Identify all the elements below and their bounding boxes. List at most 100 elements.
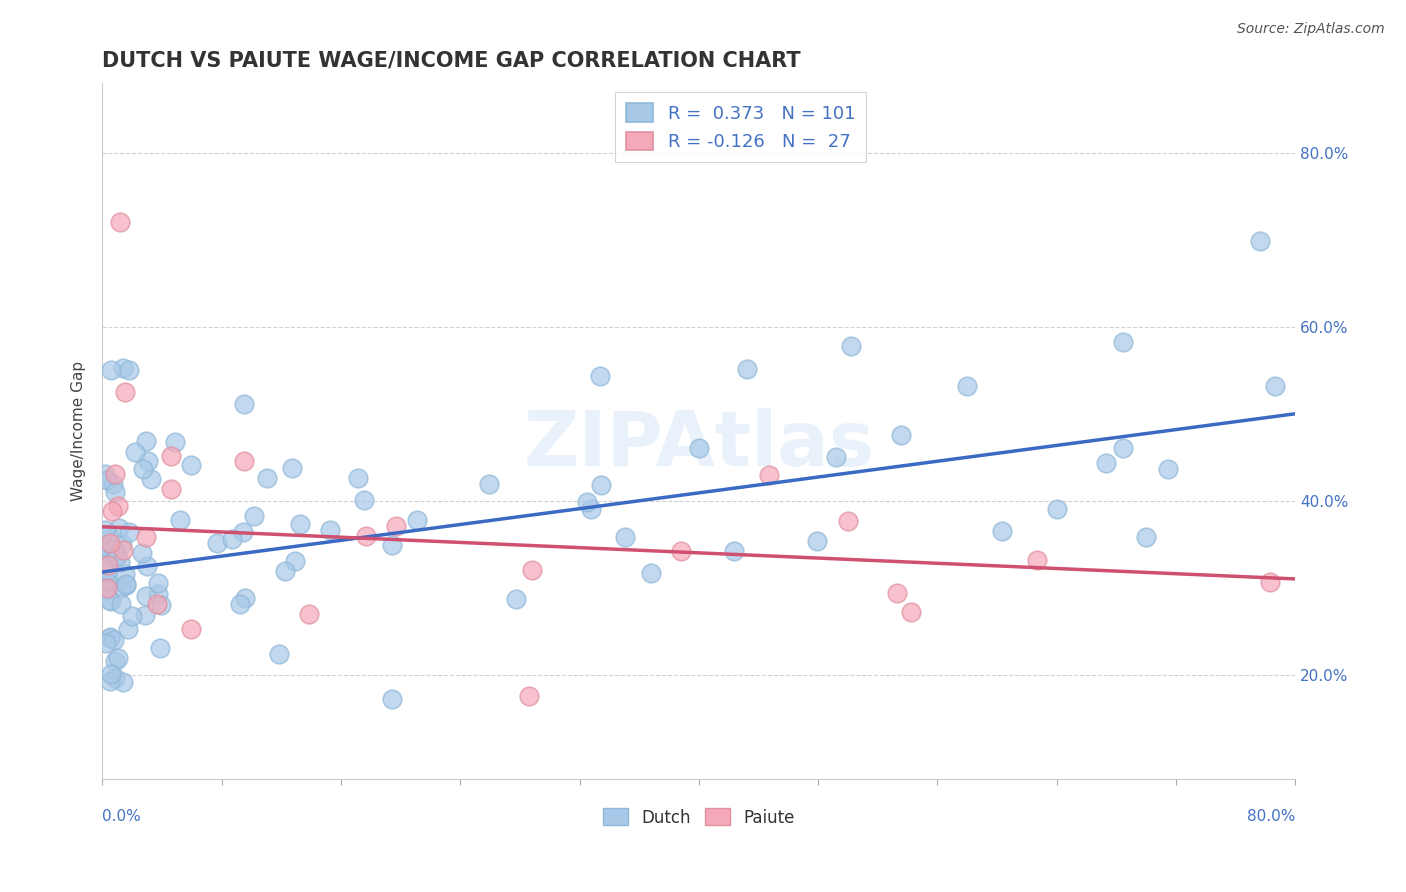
Point (723, 544, 745, 558)
Point (384, 518, 406, 533)
Point (886, 586, 908, 600)
Point (97, 527, 120, 541)
Point (1135, 530, 1157, 544)
Point (103, 632, 125, 647)
Point (180, 622, 202, 636)
Point (169, 513, 191, 527)
Point (256, 471, 278, 485)
Point (115, 577, 138, 591)
Legend: Dutch, Paiute: Dutch, Paiute (596, 802, 801, 833)
Point (478, 477, 501, 491)
Point (346, 471, 368, 485)
Point (737, 361, 759, 376)
Point (114, 385, 136, 400)
Point (165, 434, 187, 449)
Point (93, 523, 115, 537)
Point (112, 542, 135, 557)
Point (837, 514, 859, 528)
Point (180, 458, 202, 472)
Point (205, 536, 228, 550)
Point (96, 543, 118, 558)
Point (1025, 552, 1047, 566)
Point (111, 537, 134, 551)
Point (98, 630, 121, 644)
Point (381, 691, 404, 706)
Point (134, 607, 156, 622)
Point (159, 482, 181, 496)
Point (589, 478, 612, 492)
Point (94, 582, 117, 597)
Point (589, 369, 612, 384)
Point (159, 450, 181, 464)
Point (232, 525, 254, 540)
Point (505, 591, 527, 606)
Point (1046, 501, 1069, 516)
Point (956, 379, 979, 393)
Point (104, 655, 127, 669)
Point (100, 594, 122, 608)
Point (135, 434, 157, 449)
Point (288, 517, 311, 532)
Point (221, 533, 243, 547)
Point (640, 566, 662, 580)
Point (135, 559, 157, 574)
Text: DUTCH VS PAIUTE WAGE/INCOME GAP CORRELATION CHART: DUTCH VS PAIUTE WAGE/INCOME GAP CORRELAT… (103, 51, 801, 70)
Point (94, 635, 117, 649)
Point (1249, 234, 1271, 248)
Point (118, 362, 141, 376)
Point (1264, 379, 1286, 393)
Point (900, 605, 922, 619)
Point (115, 578, 138, 592)
Point (114, 567, 136, 582)
Point (93, 467, 115, 482)
Point (1157, 462, 1180, 476)
Point (110, 597, 132, 611)
Point (579, 502, 602, 516)
Point (890, 428, 912, 442)
Point (825, 450, 848, 464)
Point (233, 397, 256, 411)
Point (613, 530, 636, 544)
Point (1111, 335, 1133, 350)
Point (758, 467, 780, 482)
Point (267, 647, 290, 661)
Point (1094, 456, 1116, 470)
Point (96, 473, 118, 487)
Point (124, 445, 146, 459)
Point (104, 484, 127, 499)
Point (284, 554, 307, 568)
Point (105, 549, 128, 564)
Y-axis label: Wage/Income Gap: Wage/Income Gap (72, 361, 86, 501)
Point (131, 546, 153, 560)
Point (117, 623, 139, 637)
Point (98, 542, 121, 557)
Point (380, 538, 402, 552)
Point (96, 574, 118, 589)
Point (233, 454, 256, 468)
Point (108, 215, 131, 229)
Point (107, 651, 129, 665)
Point (522, 563, 544, 577)
Point (100, 666, 122, 681)
Point (98, 549, 121, 564)
Point (806, 534, 828, 549)
Point (146, 598, 169, 612)
Point (135, 530, 157, 544)
Point (354, 529, 377, 543)
Point (243, 509, 266, 524)
Point (111, 361, 134, 376)
Point (118, 524, 141, 539)
Point (104, 671, 127, 685)
Point (136, 453, 159, 467)
Point (100, 363, 122, 377)
Point (103, 467, 125, 482)
Point (112, 675, 135, 690)
Text: 80.0%: 80.0% (1247, 809, 1295, 824)
Point (688, 441, 710, 455)
Point (233, 591, 256, 605)
Point (97, 558, 120, 573)
Point (98, 674, 121, 689)
Point (139, 472, 162, 486)
Text: Source: ZipAtlas.com: Source: ZipAtlas.com (1237, 22, 1385, 37)
Point (281, 461, 304, 475)
